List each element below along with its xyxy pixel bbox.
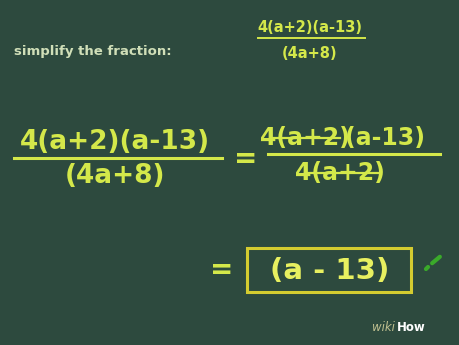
Text: =: = [234, 145, 257, 173]
FancyBboxPatch shape [246, 248, 410, 292]
Text: (4a+8): (4a+8) [65, 163, 165, 189]
Text: (a - 13): (a - 13) [270, 257, 389, 285]
Text: (a-13): (a-13) [344, 126, 424, 150]
Text: 4(a+2)(a-13): 4(a+2)(a-13) [20, 129, 210, 155]
Text: 4(a+2): 4(a+2) [294, 161, 384, 185]
Text: 4(a+2)(a-13): 4(a+2)(a-13) [257, 20, 362, 36]
Text: How: How [396, 321, 425, 334]
Text: =: = [210, 256, 233, 284]
Text: (4a+8): (4a+8) [281, 47, 337, 61]
Text: 4(a+2): 4(a+2) [259, 126, 349, 150]
Text: wiki: wiki [371, 321, 394, 334]
Text: simplify the fraction:: simplify the fraction: [14, 46, 171, 59]
